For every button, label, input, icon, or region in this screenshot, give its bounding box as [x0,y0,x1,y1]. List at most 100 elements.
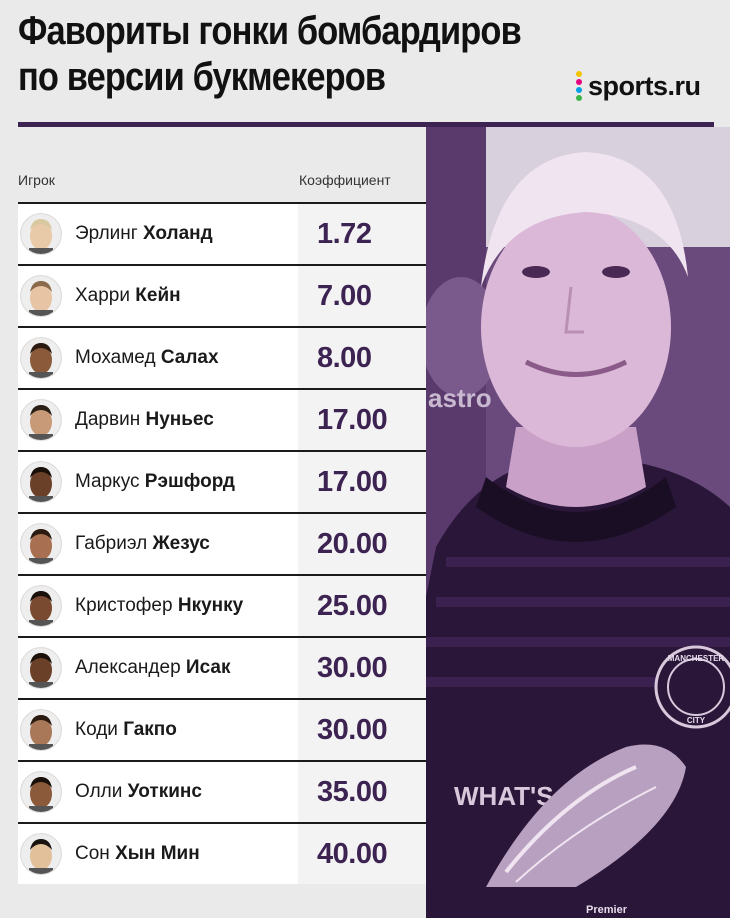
player-cell: Александер Исак [18,638,296,698]
player-last-name: Нуньес [145,409,214,430]
player-last-name: Хын Мин [115,843,200,864]
player-last-name: Салах [160,347,219,368]
odds-cell: 8.00 [298,328,426,388]
table-row: Сон Хын Мин 40.00 [18,822,426,884]
player-first-name: Эрлинг [75,223,138,244]
player-name: Олли Уоткинс [75,781,202,803]
player-avatar-icon [20,523,62,565]
player-avatar-icon [20,337,62,379]
table-row: Коди Гакпо 30.00 [18,698,426,760]
table-row: Олли Уоткинс 35.00 [18,760,426,822]
player-avatar-icon [20,771,62,813]
odds-cell: 30.00 [298,700,426,760]
svg-text:MANCHESTER: MANCHESTER [668,654,725,663]
player-name: Коди Гакпо [75,719,177,741]
table-row: Александер Исак 30.00 [18,636,426,698]
odds-cell: 17.00 [298,452,426,512]
odds-value: 30.00 [317,713,388,746]
player-first-name: Олли [75,781,123,802]
odds-value: 35.00 [317,775,388,808]
odds-cell: 25.00 [298,576,426,636]
odds-value: 40.00 [317,837,388,870]
player-first-name: Мохамед [75,347,156,368]
player-avatar-icon [20,399,62,441]
player-name: Сон Хын Мин [75,843,200,865]
table-row: Габриэл Жезус 20.00 [18,512,426,574]
player-cell: Дарвин Нуньес [18,390,296,450]
title-line-1: Фавориты гонки бомбардиров [18,9,522,53]
header-divider [18,122,714,127]
odds-cell: 1.72 [298,204,426,264]
odds-value: 7.00 [317,279,372,312]
odds-cell: 30.00 [298,638,426,698]
player-photo: astro MANCHESTER CITY WHAT'S Premier [426,127,730,918]
player-avatar-icon [20,213,62,255]
odds-cell: 7.00 [298,266,426,326]
odds-value: 17.00 [317,403,388,436]
svg-text:astro: astro [428,383,492,413]
table-row: Эрлинг Холанд 1.72 [18,202,426,264]
odds-cell: 20.00 [298,514,426,574]
player-cell: Габриэл Жезус [18,514,296,574]
player-name: Дарвин Нуньес [75,409,214,431]
player-name: Габриэл Жезус [75,533,210,555]
player-cell: Олли Уоткинс [18,762,296,822]
odds-value: 20.00 [317,527,388,560]
player-first-name: Кристофер [75,595,173,616]
player-name: Мохамед Салах [75,347,219,369]
player-avatar-icon [20,647,62,689]
column-header-player: Игрок [18,172,55,188]
page-title: Фавориты гонки бомбардиров по версии бук… [18,8,522,100]
player-name: Харри Кейн [75,285,181,307]
player-cell: Харри Кейн [18,266,296,326]
sports-ru-logo[interactable]: sports.ru [575,68,701,104]
odds-value: 30.00 [317,651,388,684]
table-row: Дарвин Нуньес 17.00 [18,388,426,450]
player-cell: Маркус Рэшфорд [18,452,296,512]
player-first-name: Коди [75,719,118,740]
player-avatar-icon [20,275,62,317]
player-first-name: Дарвин [75,409,141,430]
player-first-name: Маркус [75,471,140,492]
table-row: Харри Кейн 7.00 [18,264,426,326]
player-cell: Кристофер Нкунку [18,576,296,636]
odds-cell: 40.00 [298,824,426,884]
player-last-name: Исак [185,657,231,678]
table-row: Мохамед Салах 8.00 [18,326,426,388]
odds-cell: 17.00 [298,390,426,450]
table-row: Маркус Рэшфорд 17.00 [18,450,426,512]
player-name: Кристофер Нкунку [75,595,243,617]
player-last-name: Гакпо [123,719,177,740]
player-first-name: Сон [75,843,110,864]
odds-table: Эрлинг Холанд 1.72 Харри Кейн 7.00 Мохамед С… [18,202,426,884]
svg-text:CITY: CITY [687,716,706,725]
player-name: Эрлинг Холанд [75,223,213,245]
table-row: Кристофер Нкунку 25.00 [18,574,426,636]
player-last-name: Уоткинс [127,781,202,802]
player-cell: Коди Гакпо [18,700,296,760]
svg-text:Premier: Premier [586,904,628,916]
player-first-name: Александер [75,657,181,678]
svg-text:WHAT'S: WHAT'S [454,781,554,811]
player-cell: Эрлинг Холанд [18,204,296,264]
column-header-odds: Коэффициент [299,172,391,188]
odds-value: 1.72 [317,217,372,250]
odds-value: 25.00 [317,589,388,622]
player-name: Маркус Рэшфорд [75,471,235,493]
player-cell: Мохамед Салах [18,328,296,388]
player-avatar-icon [20,461,62,503]
odds-value: 17.00 [317,465,388,498]
player-cell: Сон Хын Мин [18,824,296,884]
player-avatar-icon [20,585,62,627]
odds-cell: 35.00 [298,762,426,822]
player-name: Александер Исак [75,657,230,679]
player-first-name: Габриэл [75,533,148,554]
player-last-name: Кейн [135,285,181,306]
player-avatar-icon [20,709,62,751]
odds-value: 8.00 [317,341,372,374]
title-line-2: по версии букмекеров [18,55,386,99]
player-last-name: Жезус [152,533,210,554]
player-avatar-icon [20,833,62,875]
player-last-name: Нкунку [177,595,244,616]
player-first-name: Харри [75,285,130,306]
